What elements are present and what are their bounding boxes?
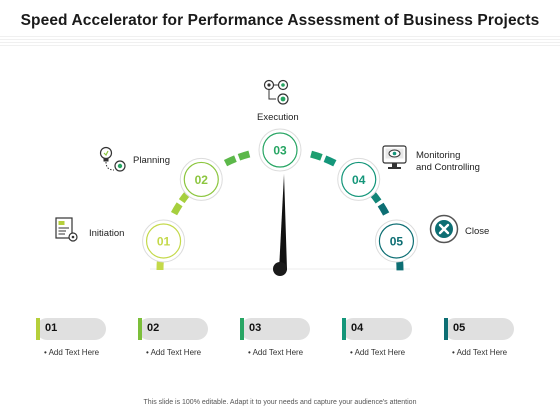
card-accent-bar (342, 318, 346, 340)
stage-node-03: 03 (258, 128, 302, 172)
gauge-needle-hub (273, 262, 287, 276)
card-accent-bar (138, 318, 142, 340)
card-number: 04 (351, 322, 364, 334)
info-card-01: 01 (36, 318, 106, 340)
gauge-arc-segment (237, 150, 251, 161)
lightbulb-gear-icon (99, 146, 126, 172)
gears-flow-icon (263, 79, 289, 105)
stage-node-05: 05 (374, 219, 418, 263)
gauge-needle (279, 174, 287, 270)
card-number: 01 (45, 322, 58, 334)
stage-node-number: 05 (390, 234, 404, 248)
gauge-arc-segment (223, 155, 237, 167)
stage-node-number: 01 (157, 234, 171, 248)
gauge-arc-segment (310, 150, 323, 161)
card-number: 05 (453, 322, 466, 334)
title-underline-decoration (0, 36, 560, 48)
document-gear-icon (55, 217, 78, 242)
stage-label-close: Close (465, 226, 490, 237)
info-card-04: 04 (342, 318, 412, 340)
info-card-03: 03 (240, 318, 310, 340)
footer-note: This slide is 100% editable. Adapt it to… (143, 399, 417, 406)
card-number: 02 (147, 322, 160, 334)
card-accent-bar (36, 318, 40, 340)
stage-label-monitoring: Monitoring and Controlling (416, 150, 480, 173)
stage-node-02: 02 (179, 157, 223, 201)
card-text-03: • Add Text Here (248, 348, 304, 357)
card-text-05: • Add Text Here (452, 348, 508, 357)
close-x-icon (429, 214, 459, 244)
card-number: 03 (249, 322, 262, 334)
card-accent-bar (444, 318, 448, 340)
stage-label-planning: Planning (133, 155, 170, 166)
card-text-02: • Add Text Here (146, 348, 202, 357)
gauge-arc-segment (170, 202, 183, 216)
card-accent-bar (240, 318, 244, 340)
stage-node-01: 01 (142, 219, 186, 263)
stage-label-execution: Execution (257, 112, 299, 123)
monitor-eye-icon (382, 145, 407, 169)
stage-nodes: 01 02 03 04 05 (142, 128, 418, 263)
stage-label-initiation: Initiation (89, 228, 125, 239)
info-card-02: 02 (138, 318, 208, 340)
info-card-05: 05 (444, 318, 514, 340)
stage-node-number: 02 (195, 173, 209, 187)
slide-title: Speed Accelerator for Performance Assess… (20, 12, 540, 29)
stage-node-number: 03 (273, 144, 287, 158)
gauge-arc-segment (377, 202, 390, 216)
stage-node-number: 04 (352, 173, 366, 187)
stage-node-04: 04 (337, 157, 381, 201)
card-text-01: • Add Text Here (44, 348, 100, 357)
speedometer-gauge: 01 02 03 04 05 (55, 79, 459, 276)
card-text-04: • Add Text Here (350, 348, 406, 357)
gauge-arc-segment (323, 155, 337, 167)
